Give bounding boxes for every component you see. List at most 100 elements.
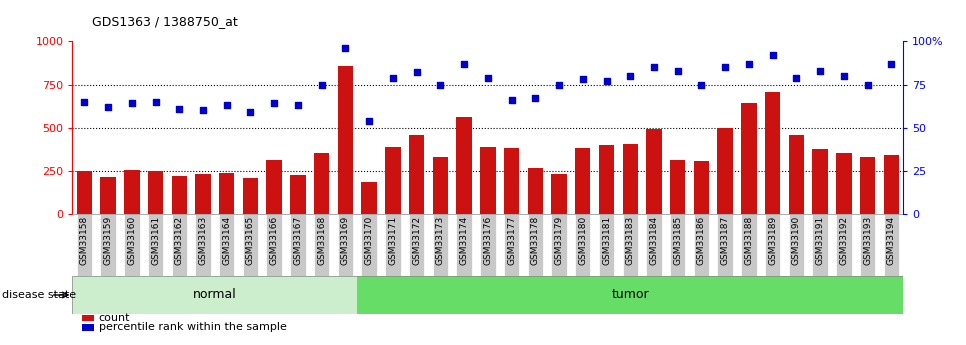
Bar	[694, 214, 709, 276]
Point	[622, 73, 638, 79]
Text: GSM33189: GSM33189	[768, 216, 778, 265]
Bar	[622, 214, 638, 276]
Point	[741, 61, 756, 67]
Point	[646, 65, 662, 70]
Text: GDS1363 / 1388750_at: GDS1363 / 1388750_at	[92, 14, 238, 28]
Text: GSM33167: GSM33167	[294, 216, 302, 265]
Bar	[837, 214, 852, 276]
Bar	[480, 147, 496, 214]
Bar	[290, 175, 305, 214]
Point	[124, 101, 139, 106]
Text: GSM33190: GSM33190	[792, 216, 801, 265]
Bar	[552, 214, 567, 276]
Point	[860, 82, 875, 87]
Bar	[172, 176, 187, 214]
Text: count: count	[99, 313, 130, 323]
Point	[290, 102, 305, 108]
Point	[552, 82, 567, 87]
Text: GSM33193: GSM33193	[863, 216, 872, 265]
Text: GSM33166: GSM33166	[270, 216, 279, 265]
Bar	[741, 214, 756, 276]
Text: GSM33163: GSM33163	[198, 216, 208, 265]
Bar	[575, 214, 590, 276]
Bar	[670, 160, 686, 214]
Point	[148, 99, 163, 105]
Bar	[504, 148, 520, 214]
Point	[219, 102, 235, 108]
Text: GSM33174: GSM33174	[460, 216, 469, 265]
Bar	[788, 214, 804, 276]
Text: GSM33176: GSM33176	[483, 216, 493, 265]
Bar	[242, 178, 258, 214]
Bar	[290, 214, 305, 276]
Bar	[100, 177, 116, 214]
Bar	[124, 214, 139, 276]
Text: normal: normal	[193, 288, 237, 302]
Point	[314, 82, 329, 87]
Text: GSM33164: GSM33164	[222, 216, 231, 265]
Point	[76, 99, 92, 105]
Bar	[812, 214, 828, 276]
Point	[812, 68, 828, 73]
Text: GSM33194: GSM33194	[887, 216, 895, 265]
Text: GSM33183: GSM33183	[626, 216, 635, 265]
Point	[527, 96, 543, 101]
Text: GSM33188: GSM33188	[745, 216, 753, 265]
Bar	[575, 148, 590, 214]
Bar	[385, 148, 401, 214]
Point	[765, 52, 781, 58]
Bar	[267, 214, 282, 276]
Bar	[76, 214, 92, 276]
Bar	[599, 145, 614, 214]
Bar	[72, 276, 357, 314]
Bar	[314, 152, 329, 214]
Point	[172, 106, 187, 111]
Text: tumor: tumor	[611, 288, 649, 302]
Point	[456, 61, 471, 67]
Text: GSM33169: GSM33169	[341, 216, 350, 265]
Bar	[172, 214, 187, 276]
Text: GSM33168: GSM33168	[317, 216, 327, 265]
Bar	[646, 129, 662, 214]
Point	[195, 108, 211, 113]
Bar	[124, 170, 139, 214]
Point	[837, 73, 852, 79]
Bar	[361, 214, 377, 276]
Text: disease state: disease state	[2, 290, 76, 300]
Bar	[433, 157, 448, 214]
Bar	[812, 149, 828, 214]
Bar	[765, 92, 781, 214]
Text: GSM33192: GSM33192	[839, 216, 848, 265]
Point	[100, 104, 116, 110]
Bar	[409, 214, 424, 276]
Text: GSM33171: GSM33171	[388, 216, 397, 265]
Bar	[148, 214, 163, 276]
Bar	[357, 276, 915, 314]
Point	[480, 75, 496, 80]
Bar	[456, 214, 471, 276]
Text: GSM33181: GSM33181	[602, 216, 611, 265]
Bar	[314, 214, 329, 276]
Point	[409, 70, 424, 75]
Point	[433, 82, 448, 87]
Text: GSM33179: GSM33179	[554, 216, 563, 265]
Point	[338, 46, 354, 51]
Point	[267, 101, 282, 106]
Point	[385, 75, 401, 80]
Bar	[837, 152, 852, 214]
Bar	[219, 214, 235, 276]
Bar	[599, 214, 614, 276]
Bar	[860, 214, 875, 276]
Text: GSM33177: GSM33177	[507, 216, 516, 265]
Bar	[195, 214, 211, 276]
Text: GSM33191: GSM33191	[815, 216, 825, 265]
Bar	[646, 214, 662, 276]
Bar	[718, 128, 733, 214]
Point	[884, 61, 899, 67]
Point	[599, 78, 614, 84]
Bar	[195, 174, 211, 214]
Text: GSM33173: GSM33173	[436, 216, 445, 265]
Text: GSM33187: GSM33187	[721, 216, 729, 265]
Bar	[670, 214, 686, 276]
Point	[718, 65, 733, 70]
